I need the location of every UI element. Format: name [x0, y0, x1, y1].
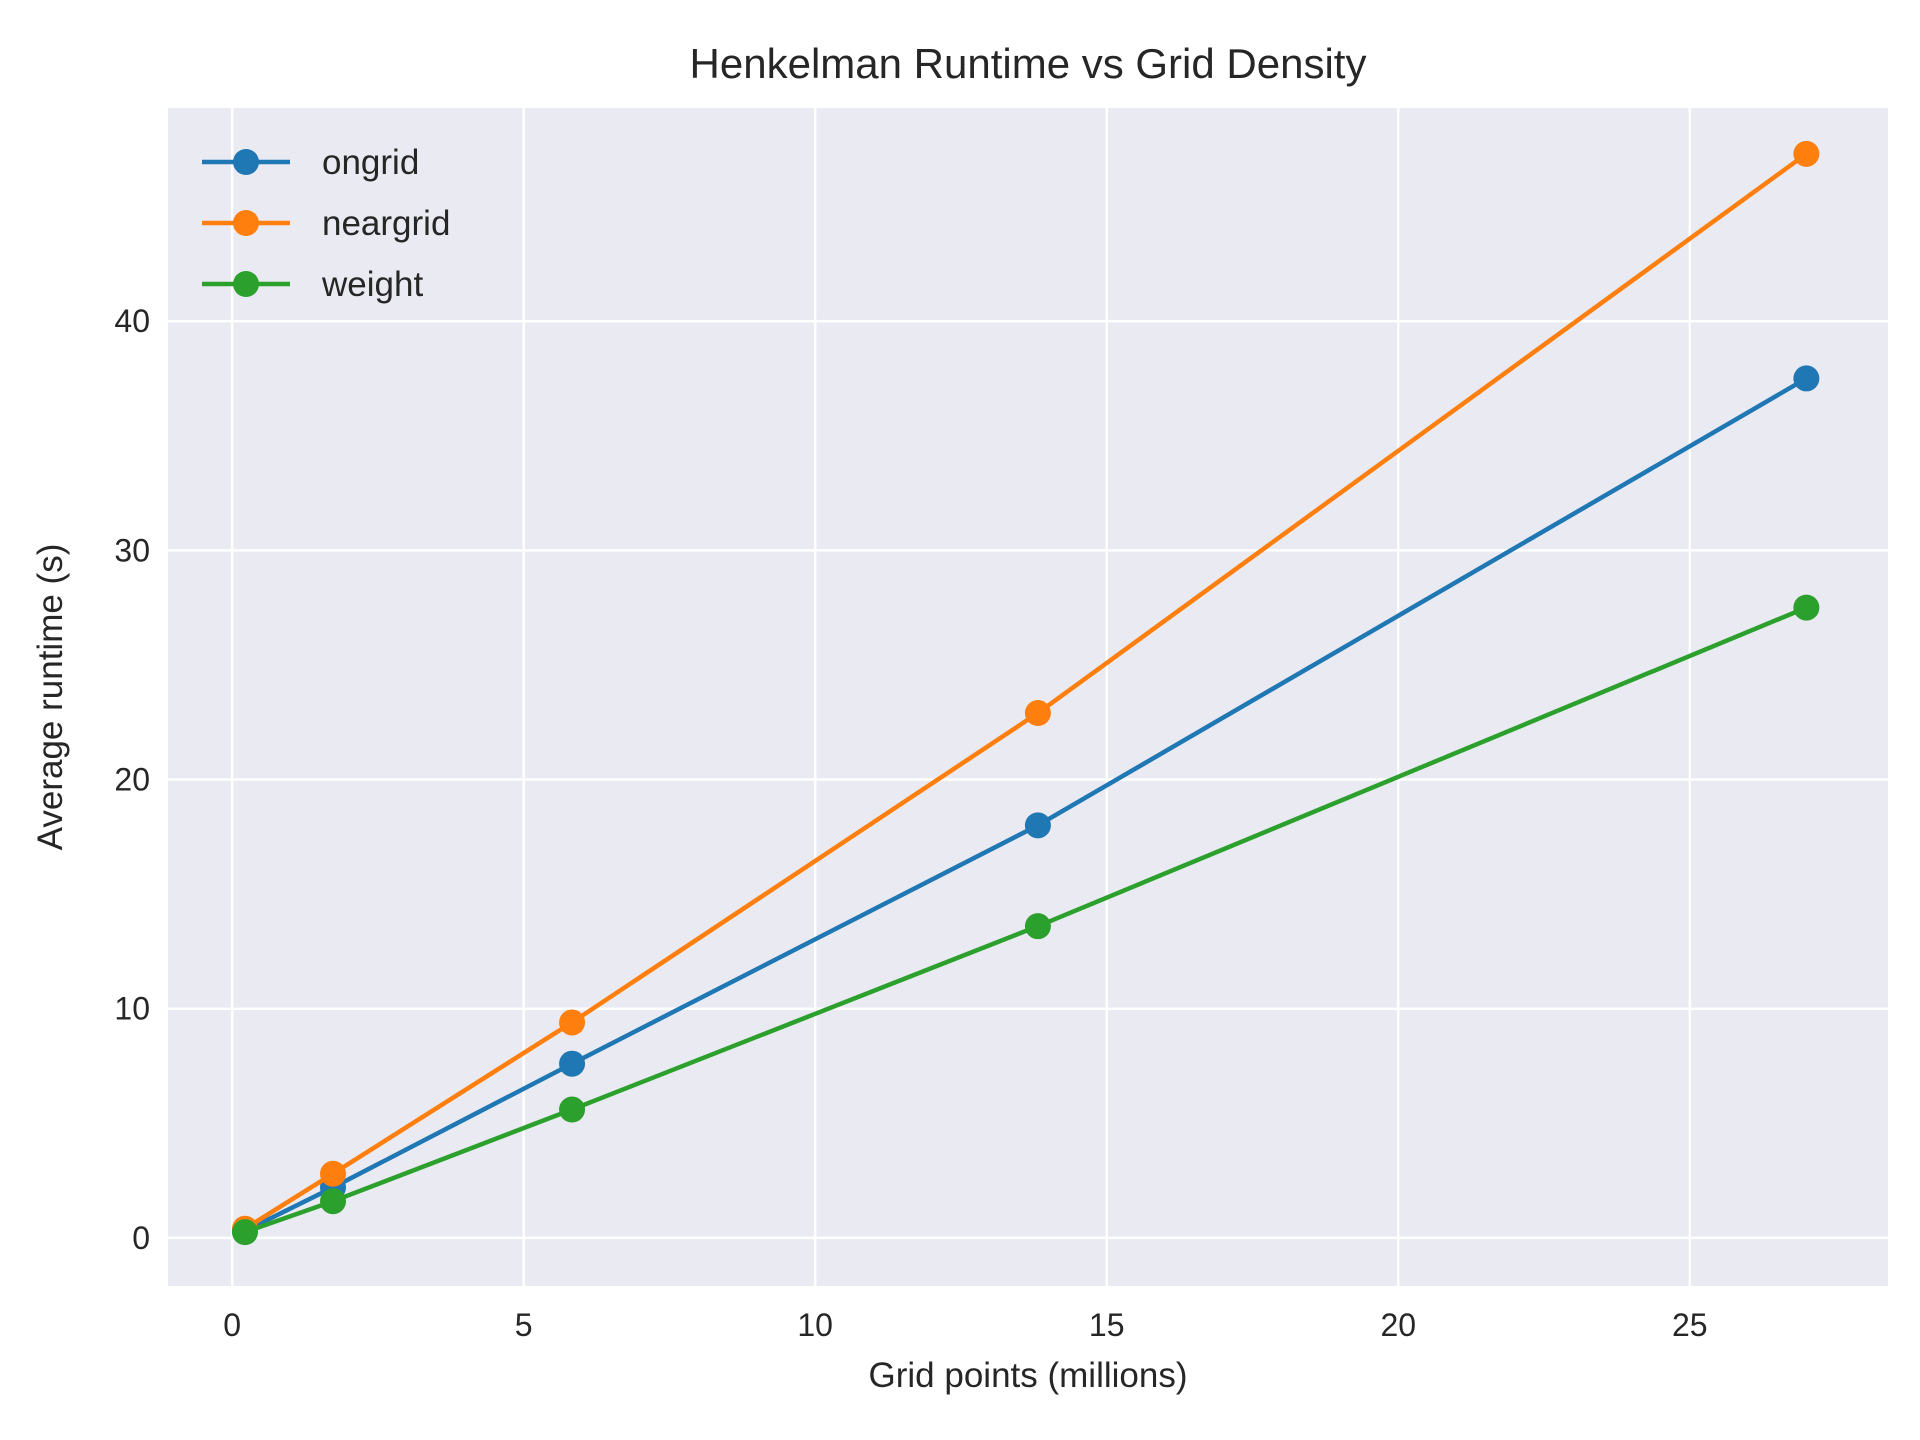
neargrid-point: [1024, 700, 1051, 727]
x-tick-label: 15: [1089, 1307, 1125, 1343]
neargrid-point: [559, 1009, 586, 1036]
ongrid-point: [559, 1050, 586, 1077]
x-axis-label: Grid points (millions): [869, 1356, 1188, 1395]
weight-point: [1024, 913, 1051, 940]
legend-swatch-marker: [233, 149, 259, 175]
neargrid-point: [1793, 140, 1820, 167]
series-weight: [231, 594, 1820, 1246]
x-tick-label: 10: [797, 1307, 833, 1343]
legend-item-neargrid: neargrid: [202, 204, 450, 243]
x-tick-label: 5: [515, 1307, 533, 1343]
y-tick-label: 20: [114, 762, 150, 798]
y-tick-label: 10: [114, 991, 150, 1027]
x-tick-label: 0: [223, 1307, 241, 1343]
neargrid-point: [320, 1160, 347, 1187]
y-tick-label: 30: [114, 532, 150, 568]
y-axis-ticks: 0 10 20 30 40: [114, 303, 150, 1256]
ongrid-point: [1024, 812, 1051, 839]
x-tick-label: 25: [1672, 1307, 1708, 1343]
gridlines: [168, 108, 1888, 1286]
legend-item-ongrid: ongrid: [202, 143, 419, 182]
x-tick-label: 20: [1380, 1307, 1416, 1343]
y-axis-label: Average runtime (s): [31, 544, 70, 851]
legend-swatch-marker: [233, 210, 259, 236]
legend-label: ongrid: [322, 143, 419, 182]
weight-point: [1793, 594, 1820, 621]
weight-point: [231, 1219, 258, 1246]
legend-swatch-marker: [233, 271, 259, 297]
ongrid-point: [1793, 365, 1820, 392]
series-group: [231, 140, 1820, 1246]
legend: ongrid neargrid weight: [202, 143, 450, 304]
legend-item-weight: weight: [202, 265, 423, 304]
weight-point: [320, 1188, 347, 1215]
x-axis-ticks: 0 5 10 15 20 25: [223, 1307, 1707, 1343]
weight-point: [559, 1096, 586, 1123]
legend-label: weight: [321, 265, 423, 304]
legend-label: neargrid: [322, 204, 450, 243]
y-tick-label: 40: [114, 303, 150, 339]
chart-title: Henkelman Runtime vs Grid Density: [690, 40, 1367, 87]
y-tick-label: 0: [132, 1220, 150, 1256]
